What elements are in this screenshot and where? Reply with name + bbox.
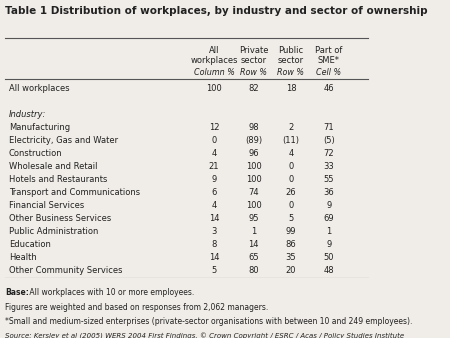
Text: 0: 0 [288, 201, 293, 210]
Text: 0: 0 [212, 136, 217, 145]
Text: Cell %: Cell % [316, 68, 341, 77]
Text: 71: 71 [324, 123, 334, 132]
Text: Electricity, Gas and Water: Electricity, Gas and Water [9, 136, 118, 145]
Text: Wholesale and Retail: Wholesale and Retail [9, 162, 97, 171]
Text: 100: 100 [246, 175, 261, 184]
Text: Public Administration: Public Administration [9, 227, 98, 236]
Text: Construction: Construction [9, 149, 63, 158]
Text: 14: 14 [209, 214, 219, 223]
Text: Public
sector: Public sector [278, 46, 304, 65]
Text: Part of
SME*: Part of SME* [315, 46, 342, 65]
Text: Health: Health [9, 253, 36, 262]
Text: 0: 0 [288, 162, 293, 171]
Text: 4: 4 [288, 149, 293, 158]
Text: 14: 14 [248, 240, 259, 249]
Text: 65: 65 [248, 253, 259, 262]
Text: Figures are weighted and based on responses from 2,062 managers.: Figures are weighted and based on respon… [5, 303, 268, 312]
Text: 46: 46 [324, 84, 334, 93]
Text: 12: 12 [209, 123, 219, 132]
Text: Row %: Row % [240, 68, 267, 77]
Text: 69: 69 [324, 214, 334, 223]
Text: 0: 0 [288, 175, 293, 184]
Text: (5): (5) [323, 136, 335, 145]
Text: 2: 2 [288, 123, 293, 132]
Text: All workplaces: All workplaces [9, 84, 69, 93]
Text: Private
sector: Private sector [239, 46, 268, 65]
Text: 72: 72 [324, 149, 334, 158]
Text: 50: 50 [324, 253, 334, 262]
Text: 21: 21 [209, 162, 219, 171]
Text: Hotels and Restaurants: Hotels and Restaurants [9, 175, 107, 184]
Text: 48: 48 [324, 266, 334, 275]
Text: 99: 99 [286, 227, 296, 236]
Text: 9: 9 [326, 201, 331, 210]
Text: Other Community Services: Other Community Services [9, 266, 122, 275]
Text: 1: 1 [326, 227, 331, 236]
Text: (89): (89) [245, 136, 262, 145]
Text: 96: 96 [248, 149, 259, 158]
Text: 9: 9 [212, 175, 217, 184]
Text: 14: 14 [209, 253, 219, 262]
Text: 55: 55 [324, 175, 334, 184]
Text: 74: 74 [248, 188, 259, 197]
Text: 80: 80 [248, 266, 259, 275]
Text: Financial Services: Financial Services [9, 201, 84, 210]
Text: 100: 100 [206, 84, 222, 93]
Text: Source: Kersley et al (2005) WERS 2004 First Findings. © Crown Copyright / ESRC : Source: Kersley et al (2005) WERS 2004 F… [5, 333, 404, 338]
Text: 100: 100 [246, 201, 261, 210]
Text: 6: 6 [212, 188, 217, 197]
Text: Manufacturing: Manufacturing [9, 123, 70, 132]
Text: 95: 95 [248, 214, 259, 223]
Text: Industry:: Industry: [9, 110, 46, 119]
Text: 4: 4 [212, 149, 217, 158]
Text: Other Business Services: Other Business Services [9, 214, 111, 223]
Text: (11): (11) [283, 136, 300, 145]
Text: 33: 33 [324, 162, 334, 171]
Text: 18: 18 [286, 84, 296, 93]
Text: 8: 8 [212, 240, 217, 249]
Text: 9: 9 [326, 240, 331, 249]
Text: 36: 36 [324, 188, 334, 197]
Text: 5: 5 [288, 214, 293, 223]
Text: All
workplaces: All workplaces [190, 46, 238, 65]
Text: Education: Education [9, 240, 51, 249]
Text: Table 1 Distribution of workplaces, by industry and sector of ownership: Table 1 Distribution of workplaces, by i… [5, 5, 427, 16]
Text: 82: 82 [248, 84, 259, 93]
Text: 98: 98 [248, 123, 259, 132]
Text: 5: 5 [212, 266, 217, 275]
Text: 1: 1 [251, 227, 256, 236]
Text: Base:: Base: [5, 288, 29, 297]
Text: Transport and Communications: Transport and Communications [9, 188, 140, 197]
Text: Row %: Row % [278, 68, 305, 77]
Text: *Small and medium-sized enterprises (private-sector organisations with between 1: *Small and medium-sized enterprises (pri… [5, 317, 413, 326]
Text: All workplaces with 10 or more employees.: All workplaces with 10 or more employees… [27, 288, 194, 297]
Text: 20: 20 [286, 266, 296, 275]
Text: 26: 26 [286, 188, 296, 197]
Text: 86: 86 [286, 240, 297, 249]
Text: 35: 35 [286, 253, 296, 262]
Text: 100: 100 [246, 162, 261, 171]
Text: Column %: Column % [194, 68, 234, 77]
Text: 3: 3 [212, 227, 217, 236]
Text: 4: 4 [212, 201, 217, 210]
